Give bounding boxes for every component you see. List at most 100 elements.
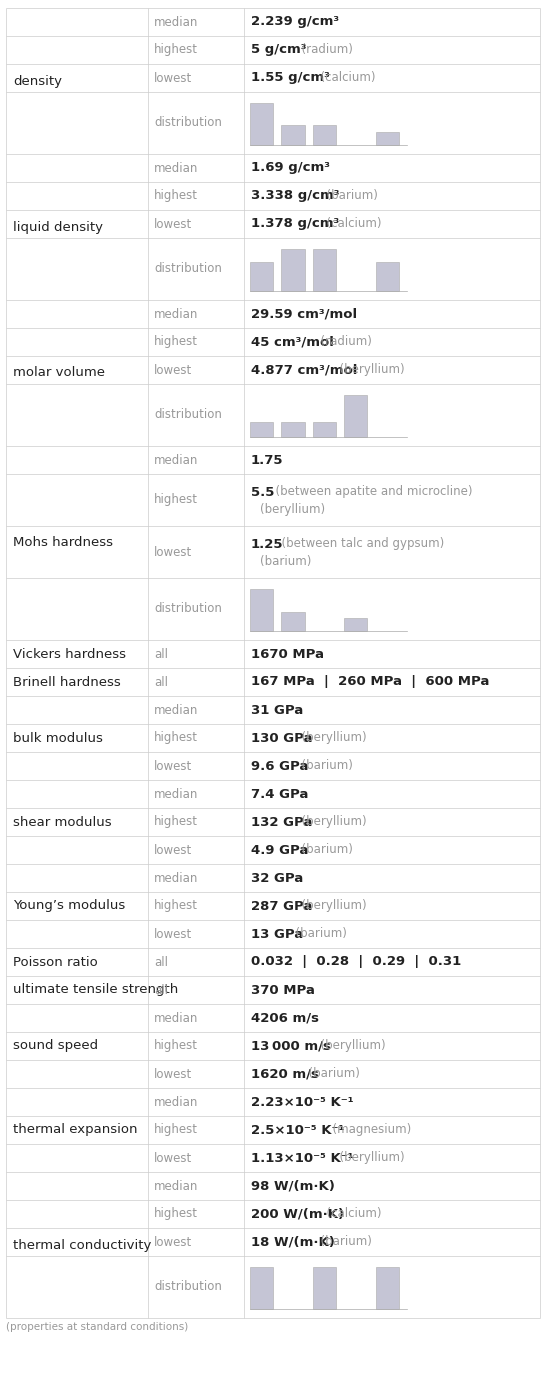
Text: lowest: lowest: [154, 843, 192, 856]
Text: highest: highest: [154, 43, 198, 57]
Text: lowest: lowest: [154, 545, 192, 559]
Bar: [313, 422, 336, 436]
Text: (beryllium): (beryllium): [331, 364, 404, 376]
Text: Poisson ratio: Poisson ratio: [13, 955, 98, 969]
Text: 1.75: 1.75: [251, 453, 283, 467]
Text: thermal conductivity: thermal conductivity: [13, 1238, 151, 1252]
Text: 4206 m/s: 4206 m/s: [251, 1012, 319, 1025]
Bar: [376, 1267, 399, 1309]
Text: highest: highest: [154, 1207, 198, 1221]
Bar: [250, 1267, 273, 1309]
Text: sound speed: sound speed: [13, 1040, 98, 1052]
Text: 5 g/cm³: 5 g/cm³: [251, 43, 306, 57]
Text: 167 MPa  |  260 MPa  |  600 MPa: 167 MPa | 260 MPa | 600 MPa: [251, 676, 489, 689]
Text: molar volume: molar volume: [13, 367, 105, 379]
Text: (beryllium): (beryllium): [294, 732, 367, 744]
Text: (calcium): (calcium): [319, 1207, 382, 1221]
Text: (barium): (barium): [294, 760, 353, 772]
Text: 370 MPa: 370 MPa: [251, 984, 315, 997]
Text: 2.239 g/cm³: 2.239 g/cm³: [251, 15, 339, 28]
Text: distribution: distribution: [154, 408, 222, 421]
Text: all: all: [154, 647, 168, 661]
Text: median: median: [154, 1012, 198, 1025]
Text: all: all: [154, 676, 168, 689]
Text: highest: highest: [154, 493, 198, 506]
Text: lowest: lowest: [154, 71, 192, 85]
Text: thermal expansion: thermal expansion: [13, 1124, 138, 1136]
Text: highest: highest: [154, 190, 198, 202]
Text: distribution: distribution: [154, 1281, 222, 1294]
Text: 4.9 GPa: 4.9 GPa: [251, 843, 308, 856]
Text: distribution: distribution: [154, 262, 222, 276]
Text: ultimate tensile strength: ultimate tensile strength: [13, 984, 178, 997]
Text: (barium): (barium): [260, 555, 311, 567]
Text: median: median: [154, 453, 198, 467]
Text: 31 GPa: 31 GPa: [251, 704, 303, 717]
Bar: [344, 395, 367, 436]
Text: 200 W/(m·K): 200 W/(m·K): [251, 1207, 344, 1221]
Text: 1.69 g/cm³: 1.69 g/cm³: [251, 162, 330, 174]
Bar: [313, 248, 336, 291]
Bar: [281, 612, 305, 630]
Text: shear modulus: shear modulus: [13, 815, 111, 828]
Text: median: median: [154, 15, 198, 28]
Text: Brinell hardness: Brinell hardness: [13, 676, 121, 689]
Text: 1.55 g/cm³: 1.55 g/cm³: [251, 71, 330, 85]
Text: (between talc and gypsum): (between talc and gypsum): [274, 538, 444, 551]
Text: lowest: lowest: [154, 1235, 192, 1249]
Text: 1.13×10⁻⁵ K⁻¹: 1.13×10⁻⁵ K⁻¹: [251, 1151, 354, 1164]
Bar: [250, 262, 273, 291]
Text: lowest: lowest: [154, 1068, 192, 1080]
Text: lowest: lowest: [154, 760, 192, 772]
Text: 130 GPa: 130 GPa: [251, 732, 312, 744]
Text: highest: highest: [154, 899, 198, 913]
Text: (barium): (barium): [294, 843, 353, 856]
Text: (beryllium): (beryllium): [313, 1040, 385, 1052]
Text: highest: highest: [154, 732, 198, 744]
Bar: [376, 262, 399, 291]
Text: all: all: [154, 955, 168, 969]
Text: 9.6 GPa: 9.6 GPa: [251, 760, 308, 772]
Text: 3.338 g/cm³: 3.338 g/cm³: [251, 190, 340, 202]
Text: lowest: lowest: [154, 1151, 192, 1164]
Text: 7.4 GPa: 7.4 GPa: [251, 788, 308, 800]
Bar: [250, 422, 273, 436]
Bar: [250, 103, 273, 145]
Text: 29.59 cm³/mol: 29.59 cm³/mol: [251, 308, 357, 321]
Text: 4.877 cm³/mol: 4.877 cm³/mol: [251, 364, 358, 376]
Text: 2.23×10⁻⁵ K⁻¹: 2.23×10⁻⁵ K⁻¹: [251, 1096, 354, 1108]
Text: (radium): (radium): [294, 43, 353, 57]
Text: lowest: lowest: [154, 927, 192, 941]
Bar: [281, 422, 305, 436]
Text: 18 W/(m·K): 18 W/(m·K): [251, 1235, 335, 1249]
Text: 32 GPa: 32 GPa: [251, 871, 303, 885]
Text: 132 GPa: 132 GPa: [251, 815, 312, 828]
Text: (between apatite and microcline): (between apatite and microcline): [269, 485, 473, 499]
Text: median: median: [154, 704, 198, 717]
Text: distribution: distribution: [154, 117, 222, 130]
Text: median: median: [154, 308, 198, 321]
Text: 13 GPa: 13 GPa: [251, 927, 303, 941]
Text: liquid density: liquid density: [13, 220, 103, 234]
Text: (beryllium): (beryllium): [294, 899, 367, 913]
Text: (calcium): (calcium): [313, 71, 376, 85]
Text: 0.032  |  0.28  |  0.29  |  0.31: 0.032 | 0.28 | 0.29 | 0.31: [251, 955, 461, 969]
Bar: [376, 132, 399, 145]
Text: lowest: lowest: [154, 217, 192, 230]
Text: (properties at standard conditions): (properties at standard conditions): [6, 1322, 188, 1333]
Text: highest: highest: [154, 336, 198, 348]
Bar: [250, 588, 273, 630]
Text: (beryllium): (beryllium): [260, 502, 325, 516]
Text: 98 W/(m·K): 98 W/(m·K): [251, 1179, 335, 1192]
Text: 13 000 m/s: 13 000 m/s: [251, 1040, 331, 1052]
Text: 45 cm³/mol: 45 cm³/mol: [251, 336, 334, 348]
Text: median: median: [154, 1179, 198, 1192]
Text: density: density: [13, 74, 62, 88]
Bar: [344, 619, 367, 630]
Text: 1620 m/s: 1620 m/s: [251, 1068, 319, 1080]
Text: (barium): (barium): [288, 927, 347, 941]
Text: (barium): (barium): [301, 1068, 359, 1080]
Text: (calcium): (calcium): [319, 217, 382, 230]
Bar: [281, 124, 305, 145]
Bar: [313, 124, 336, 145]
